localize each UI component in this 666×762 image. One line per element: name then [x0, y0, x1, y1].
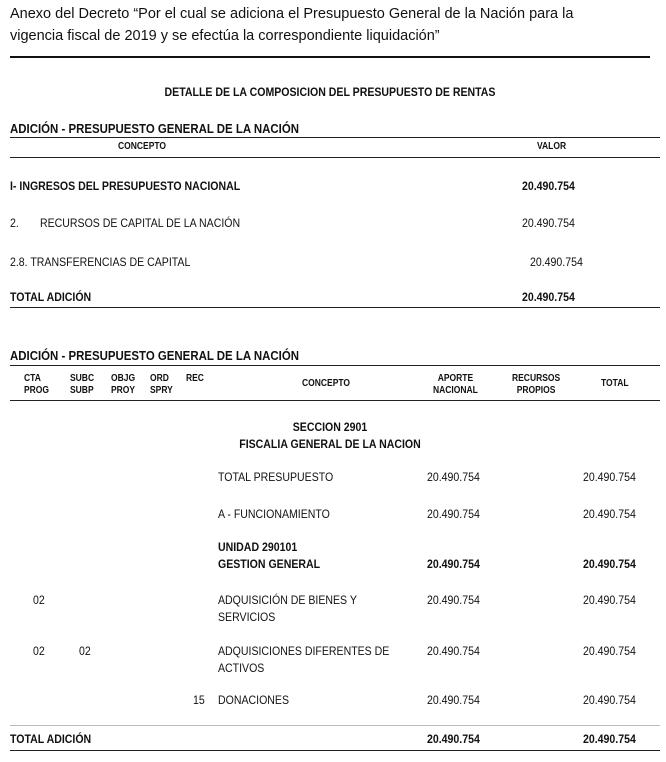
total-label: TOTAL ADICIÓN — [10, 732, 92, 746]
row-valor: 20.490.754 — [530, 255, 583, 269]
row-concepto: ADQUISICIONES DIFERENTES DE — [218, 644, 390, 658]
col-objg-2: PROY — [111, 385, 136, 396]
row-concepto: DONACIONES — [218, 693, 290, 707]
row-total: 20.490.754 — [583, 470, 636, 484]
row-total: 20.490.754 — [583, 644, 636, 658]
divider — [10, 725, 660, 726]
col-total: TOTAL — [601, 378, 629, 389]
row-aporte: 20.490.754 — [427, 644, 480, 658]
row-total: 20.490.754 — [583, 593, 636, 607]
total-label: TOTAL ADICIÓN — [10, 290, 92, 304]
divider — [10, 365, 660, 366]
col-valor: VALOR — [537, 141, 567, 152]
col-recursos-1: RECURSOS — [512, 373, 561, 384]
row-num: 2. — [10, 216, 19, 230]
row-aporte: 20.490.754 — [427, 470, 480, 484]
row-aporte: 20.490.754 — [427, 693, 480, 707]
divider — [10, 400, 660, 401]
row-concepto: 2.8. TRANSFERENCIAS DE CAPITAL — [10, 255, 191, 269]
row-aporte: 20.490.754 — [427, 557, 480, 571]
row-valor: 20.490.754 — [522, 216, 575, 230]
divider — [10, 157, 660, 158]
row-total: 20.490.754 — [583, 557, 636, 571]
row-subc: 02 — [79, 644, 91, 658]
col-cta-1: CTA — [24, 373, 41, 384]
col-cta-2: PROG — [24, 385, 50, 396]
divider — [10, 56, 650, 58]
divider — [10, 750, 660, 751]
divider — [10, 307, 660, 308]
row-valor: 20.490.754 — [522, 179, 575, 193]
row-cta: 02 — [33, 593, 45, 607]
header-line-1: Anexo del Decreto “Por el cual se adicio… — [10, 6, 574, 22]
table2-title: ADICIÓN - PRESUPUESTO GENERAL DE LA NACI… — [10, 348, 299, 363]
row-cta: 02 — [33, 644, 45, 658]
header-line-2: vigencia fiscal de 2019 y se efectúa la … — [10, 28, 440, 44]
col-ord-2: SPRY — [150, 385, 173, 396]
divider — [10, 137, 660, 138]
row-aporte: 20.490.754 — [427, 507, 480, 521]
row-total: 20.490.754 — [583, 507, 636, 521]
table1-title: ADICIÓN - PRESUPUESTO GENERAL DE LA NACI… — [10, 121, 299, 136]
col-concepto: CONCEPTO — [302, 378, 351, 389]
col-subc-1: SUBC — [70, 373, 95, 384]
col-recursos: RECURSOS PROPIOS — [512, 373, 560, 397]
row-aporte: 20.490.754 — [427, 593, 480, 607]
total-valor: 20.490.754 — [522, 290, 575, 304]
section-name: FISCALIA GENERAL DE LA NACION — [239, 437, 421, 451]
col-rec: REC — [186, 373, 204, 384]
col-subc-2: SUBP — [70, 385, 94, 396]
row-concepto: SERVICIOS — [218, 610, 276, 624]
total-total: 20.490.754 — [583, 732, 636, 746]
col-subc: SUBC SUBP — [70, 373, 94, 397]
col-concepto: CONCEPTO — [118, 141, 167, 152]
total-aporte: 20.490.754 — [427, 732, 480, 746]
col-ord: ORD SPRY — [150, 373, 173, 397]
row-total: 20.490.754 — [583, 693, 636, 707]
col-aporte-1: APORTE — [437, 373, 474, 384]
row-concepto: A - FUNCIONAMIENTO — [218, 507, 330, 521]
doc-title: DETALLE DE LA COMPOSICION DEL PRESUPUEST… — [164, 85, 496, 99]
row-concepto: UNIDAD 290101 — [218, 540, 298, 554]
col-cta: CTA PROG — [24, 373, 49, 397]
row-concepto: RECURSOS DE CAPITAL DE LA NACIÓN — [40, 216, 241, 230]
row-concepto: I- INGRESOS DEL PRESUPUESTO NACIONAL — [10, 179, 241, 193]
row-concepto: ADQUISICIÓN DE BIENES Y — [218, 593, 357, 607]
col-objg: OBJG PROY — [111, 373, 135, 397]
row-concepto: ACTIVOS — [218, 661, 265, 675]
col-ord-1: ORD — [150, 373, 169, 384]
row-concepto: TOTAL PRESUPUESTO — [218, 470, 334, 484]
col-recursos-2: PROPIOS — [516, 385, 556, 396]
row-ord: 15 — [193, 693, 205, 707]
col-objg-1: OBJG — [111, 373, 136, 384]
section-code: SECCION 2901 — [292, 420, 368, 434]
col-aporte: APORTE NACIONAL — [433, 373, 478, 397]
row-concepto: GESTION GENERAL — [218, 557, 321, 571]
col-aporte-2: NACIONAL — [433, 385, 478, 396]
